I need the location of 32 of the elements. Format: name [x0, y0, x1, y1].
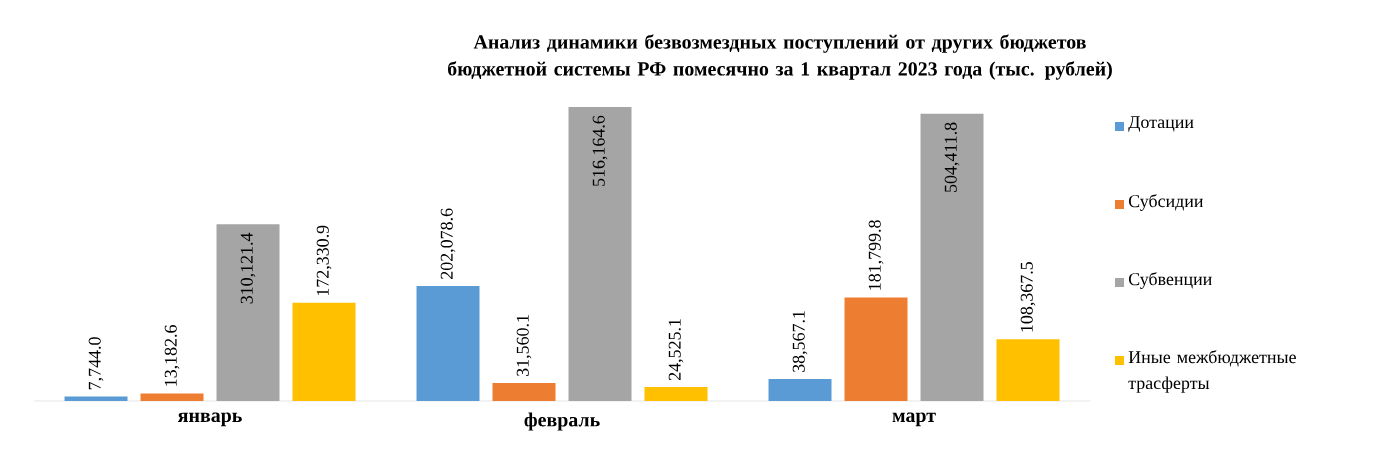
legend-label: Дотации [1128, 116, 1194, 132]
data-label: 172,330.9 [316, 225, 332, 296]
data-label: 181,799.8 [868, 220, 884, 290]
bar [416, 285, 480, 401]
bar [64, 396, 128, 401]
legend-label: Субвенции [1128, 272, 1212, 289]
x-tick-label: январь [177, 412, 242, 427]
bar [920, 113, 984, 401]
bar [644, 387, 708, 401]
bar [768, 379, 832, 401]
data-label: 13,182.6 [164, 325, 180, 386]
data-label: 38,567.1 [792, 311, 808, 372]
data-label: 108,367.5 [1020, 262, 1036, 332]
bar [216, 224, 280, 401]
bar [292, 302, 356, 401]
legend-label: Иные межбюджетные трасферты [1128, 350, 1296, 393]
data-label: 202,078.6 [440, 208, 456, 279]
bar [568, 106, 632, 401]
x-tick-label: март [892, 412, 936, 427]
data-label: 504,411.8 [944, 122, 960, 192]
data-label: 7,744.0 [88, 337, 104, 390]
bar [996, 339, 1060, 401]
legend-label: Субсидии [1128, 194, 1204, 211]
data-label: 516,164.6 [592, 115, 608, 186]
data-label: 31,560.1 [516, 315, 532, 376]
bar [140, 393, 204, 401]
data-label: 310,121.4 [240, 232, 256, 304]
x-tick-label: февраль [524, 412, 600, 431]
bar [492, 383, 556, 401]
chart-title: Анализ динамики безвозмездных поступлений от других бюджетов бюджетной системы РФ помесячно за 1 квартал 2023 года (тыс. рублей) [448, 34, 1112, 80]
data-label: 24,525.1 [668, 319, 684, 381]
bar [844, 297, 908, 401]
